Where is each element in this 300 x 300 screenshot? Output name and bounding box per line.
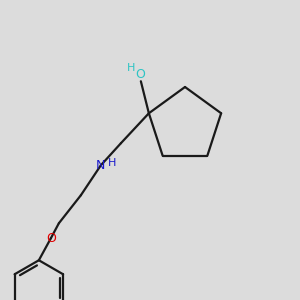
Text: O: O	[135, 68, 145, 81]
Text: N: N	[96, 159, 106, 172]
Text: H: H	[127, 63, 135, 73]
Text: O: O	[46, 232, 56, 245]
Text: H: H	[108, 158, 116, 168]
